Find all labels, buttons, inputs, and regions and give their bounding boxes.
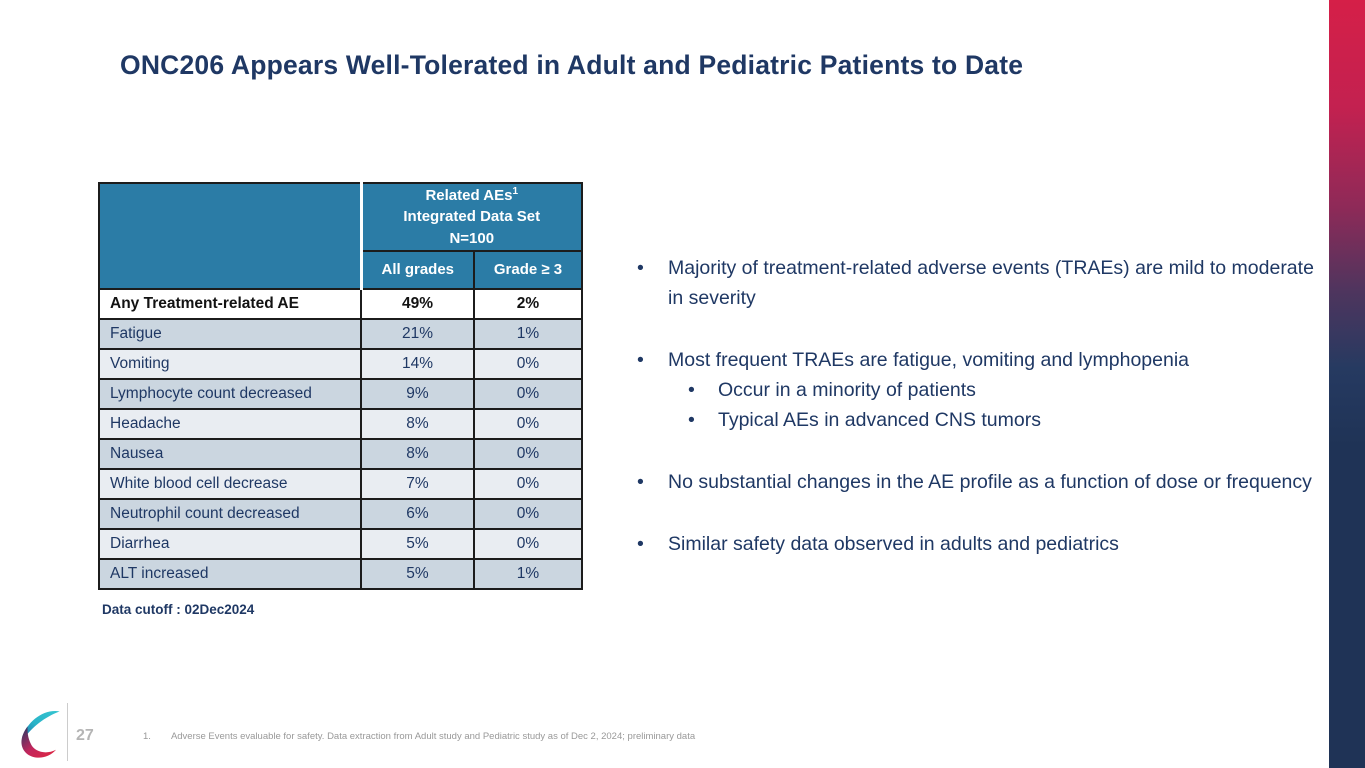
all-grades-cell: 5% [360,557,475,590]
ae-label-cell: Vomiting [98,347,362,380]
ae-label-cell: Diarrhea [98,527,362,560]
table-row: Diarrhea 5% 0% [98,527,583,560]
bullet-dot-icon: • [637,257,644,279]
grade3-cell: 0% [473,347,583,380]
footnote-marker: 1 [512,186,519,197]
all-grades-cell: 7% [360,467,475,500]
table-row: Nausea 8% 0% [98,437,583,470]
bullet-text: Majority of treatment-related adverse ev… [668,257,1314,309]
ae-label-cell: Fatigue [98,317,362,350]
table-row: Headache 8% 0% [98,407,583,440]
bullet-dot-icon: • [637,471,644,493]
all-grades-cell: 8% [360,437,475,470]
all-grades-cell: 9% [360,377,475,410]
table-row: Vomiting 14% 0% [98,347,583,380]
bullet-group: • Most frequent TRAEs are fatigue, vomiti… [637,345,1329,435]
table-row: Fatigue 21% 1% [98,317,583,350]
bullet-item: • Similar safety data observed in adults … [637,529,1329,559]
all-grades-cell: 21% [360,317,475,350]
ae-label-cell: Neutrophil count decreased [98,497,362,530]
table-row: Neutrophil count decreased 6% 0% [98,497,583,530]
ae-label-cell: Any Treatment-related AE [98,287,362,320]
bullet-group: • No substantial changes in the AE profil… [637,467,1329,497]
page-number: 27 [76,727,94,744]
grade3-cell: 0% [473,437,583,470]
grade3-cell: 0% [473,407,583,440]
footer-divider [67,703,68,761]
ae-label-cell: Headache [98,407,362,440]
ae-label-cell: Nausea [98,437,362,470]
all-grades-cell: 8% [360,407,475,440]
grade3-cell: 0% [473,497,583,530]
group-header-line3: N=100 [449,229,495,247]
sub-bullet-item: • Occur in a minority of patients [688,375,1329,405]
table-row: White blood cell decrease 7% 0% [98,467,583,500]
group-header-line2: Integrated Data Set [403,208,541,226]
table-group-header-row: Related AEs1 Integrated Data Set N=100 [98,182,583,290]
all-grades-cell: 14% [360,347,475,380]
ae-label-cell: ALT increased [98,557,362,590]
column-header-all-grades: All grades [360,249,475,290]
footnote-text: Adverse Events evaluable for safety. Dat… [170,731,696,742]
table-row: Lymphocyte count decreased 9% 0% [98,377,583,410]
bullet-text: No substantial changes in the AE profile… [668,471,1312,493]
bullet-text: Similar safety data observed in adults a… [668,533,1119,555]
ae-label-cell: White blood cell decrease [98,467,362,500]
adverse-events-table: Related AEs1 Integrated Data Set N=100 A… [98,182,583,590]
sub-bullet-text: Typical AEs in advanced CNS tumors [718,409,1041,431]
footnote: 1. Adverse Events evaluable for safety. … [143,731,695,742]
edge-gradient-bar [1329,0,1365,768]
group-header-line1: Related AEs1 [425,186,519,204]
grade3-cell: 1% [473,317,583,350]
bullet-group: • Similar safety data observed in adults … [637,529,1329,559]
bullet-item: • Majority of treatment-related adverse e… [637,253,1329,313]
grade3-cell: 0% [473,467,583,500]
all-grades-cell: 49% [360,287,475,320]
grade3-cell: 0% [473,377,583,410]
bullet-dot-icon: • [688,379,695,401]
table-row: Any Treatment-related AE 49% 2% [98,287,583,320]
bullet-group: • Majority of treatment-related adverse e… [637,253,1329,313]
grade3-cell: 2% [473,287,583,320]
grade3-cell: 0% [473,527,583,560]
bullet-text: Most frequent TRAEs are fatigue, vomitin… [668,349,1190,371]
bullet-item: • No substantial changes in the AE profil… [637,467,1329,497]
data-cutoff-note: Data cutoff : 02Dec2024 [102,602,255,617]
sub-bullet-item: • Typical AEs in advanced CNS tumors [688,405,1329,435]
slide-title: ONC206 Appears Well-Tolerated in Adult a… [120,50,1024,80]
sub-bullet-text: Occur in a minority of patients [718,379,976,401]
table-column-header-row: All grades Grade ≥ 3 [99,249,583,290]
company-logo-icon [21,710,60,758]
all-grades-cell: 5% [360,527,475,560]
bullet-dot-icon: • [637,533,644,555]
bullet-item: • Most frequent TRAEs are fatigue, vomiti… [637,345,1329,375]
table-row: ALT increased 5% 1% [98,557,583,590]
all-grades-cell: 6% [360,497,475,530]
bullet-list: • Majority of treatment-related adverse e… [637,253,1329,559]
footnote-number: 1. [143,731,151,742]
grade3-cell: 1% [473,557,583,590]
bullet-dot-icon: • [688,409,695,431]
column-header-grade3: Grade ≥ 3 [473,249,583,290]
table-group-header: Related AEs1 Integrated Data Set N=100 [360,182,583,252]
ae-table-body: Any Treatment-related AE 49% 2% Fatigue 21% 1… [98,287,583,590]
table-corner-cell [98,182,363,290]
bullet-dot-icon: • [637,349,644,371]
ae-label-cell: Lymphocyte count decreased [98,377,362,410]
